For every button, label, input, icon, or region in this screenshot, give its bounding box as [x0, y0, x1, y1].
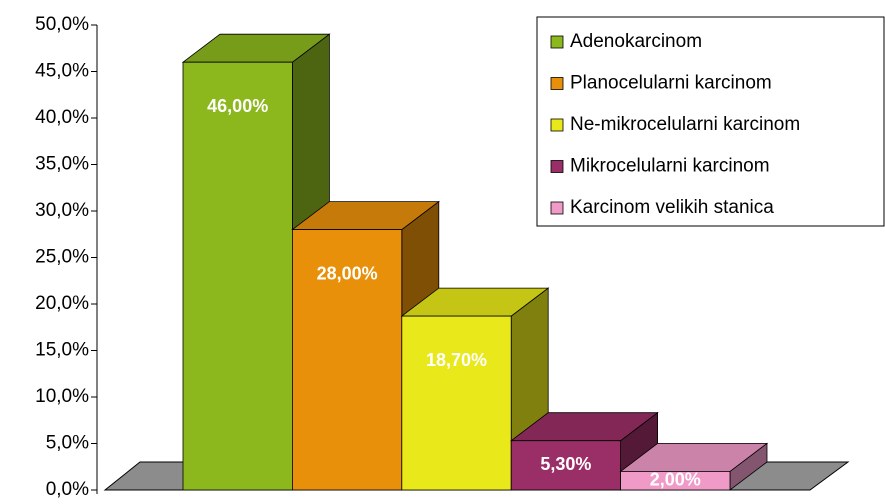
bar: [510, 440, 622, 491]
legend-swatch: [550, 201, 564, 215]
legend-label: Ne-mikrocelularni karcinom: [570, 114, 800, 135]
y-tick-label: 5,0%: [46, 433, 89, 454]
y-tick-label: 30,0%: [35, 200, 89, 221]
y-tick-label: 25,0%: [35, 247, 89, 268]
bar: [401, 315, 512, 491]
legend-swatch: [550, 35, 564, 49]
value-label: 2,00%: [650, 469, 701, 489]
y-tick-label: 20,0%: [35, 293, 89, 314]
legend-label: Adenokarcinom: [570, 31, 702, 52]
legend-box: [536, 16, 885, 227]
y-tick-label: 40,0%: [35, 107, 89, 128]
value-label: 18,70%: [426, 350, 487, 370]
legend-swatch: [550, 77, 564, 90]
y-tick-label: 0,0%: [46, 479, 89, 500]
value-label: 28,00%: [317, 263, 378, 283]
legend-label: Mikrocelularni karcinom: [570, 156, 770, 177]
y-tick-label: 35,0%: [35, 154, 89, 175]
bar: [182, 61, 293, 491]
value-label: 46,00%: [207, 96, 268, 116]
value-label: 5,30%: [540, 454, 591, 474]
legend-label: Karcinom velikih stanica: [570, 197, 774, 218]
y-tick-label: 10,0%: [35, 386, 89, 407]
legend-swatch: [550, 160, 564, 173]
y-tick-label: 45,0%: [35, 61, 89, 82]
y-tick-label: 50,0%: [35, 14, 89, 35]
bar: [620, 470, 731, 491]
legend-label: Planocelularni karcinom: [570, 73, 772, 94]
legend-swatch: [550, 118, 564, 132]
y-tick-label: 15,0%: [35, 340, 89, 361]
